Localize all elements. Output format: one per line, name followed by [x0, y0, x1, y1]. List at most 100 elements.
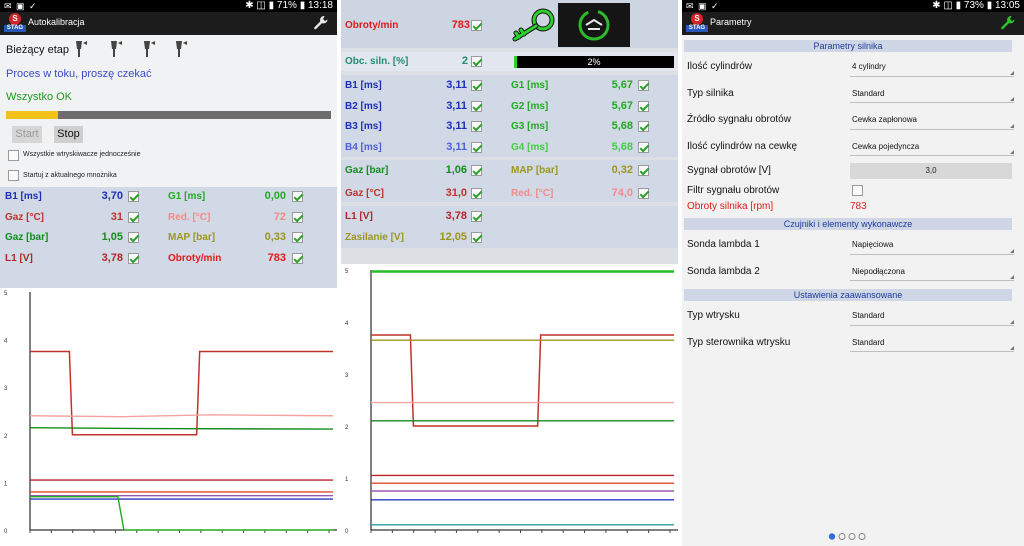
- param-label: Typ wtrysku: [687, 310, 740, 322]
- param-checkbox[interactable]: [471, 188, 482, 199]
- series-line: [29, 426, 334, 430]
- param-checkbox[interactable]: [471, 165, 482, 176]
- param-label: MAP [bar]: [168, 232, 216, 243]
- param-checkbox[interactable]: [638, 100, 649, 112]
- param-label: Ilość cylindrów: [687, 61, 753, 73]
- injection-grid: B1 [ms] 3,11 G1 [ms] 5,67 B2 [ms] 3,11 G2 [ms]…: [341, 75, 678, 157]
- key-icon[interactable]: [509, 8, 555, 42]
- param-label: Filtr sygnału obrotów: [687, 185, 780, 196]
- progress-fill: [6, 111, 58, 119]
- param-field[interactable]: 3,0: [850, 163, 1012, 179]
- param-label: Sonda lambda 2: [687, 265, 760, 277]
- param-checkbox[interactable]: [471, 211, 482, 222]
- param-select-value[interactable]: Napięciowa: [852, 240, 894, 250]
- param-checkbox[interactable]: [471, 100, 482, 112]
- select-underline: [850, 75, 1014, 77]
- wrench-icon[interactable]: [313, 15, 329, 31]
- param-label: Gaz [bar]: [345, 165, 389, 176]
- param-value: 3,70: [101, 190, 123, 202]
- all-injectors-label: Wszystkie wtryskiwacze jednocześnie: [23, 151, 141, 158]
- param-label: Red. [°C]: [511, 188, 554, 199]
- engine-load-value: 2: [461, 55, 468, 67]
- param-select-value[interactable]: 4 cylindry: [852, 62, 886, 72]
- wrench-icon[interactable]: [1000, 15, 1016, 31]
- param-value: 5,67: [611, 79, 633, 91]
- param-label: Typ silnika: [687, 87, 734, 99]
- filter-checkbox[interactable]: [852, 185, 863, 196]
- engine-load-checkbox[interactable]: [471, 56, 482, 67]
- engine-load-bar: 2%: [514, 56, 674, 68]
- param-checkbox[interactable]: [128, 191, 139, 202]
- y-tick-label: 4: [4, 339, 8, 345]
- select-underline: [850, 280, 1014, 281]
- y-tick-label: 3: [4, 386, 8, 392]
- rpm-checkbox[interactable]: [471, 20, 482, 31]
- param-checkbox[interactable]: [638, 188, 649, 199]
- param-checkbox[interactable]: [128, 211, 139, 223]
- autocalibration-panel: ✉ ▣ ✓ ✱ ◫ ▮ 71% ▮ 13:18 S STAG Autokalibr…: [0, 0, 337, 546]
- param-select-value[interactable]: Niepodłączona: [852, 266, 905, 276]
- dropdown-icon: [1010, 97, 1014, 101]
- engine-load-label: Obc. siln. [%]: [345, 56, 409, 67]
- stag-logo[interactable]: S STAG: [686, 13, 708, 33]
- param-value: 0,32: [611, 164, 633, 176]
- all-injectors-checkbox[interactable]: [8, 150, 19, 161]
- status-right: ✱ ◫ ▮ 73% ▮ 13:05: [932, 0, 1020, 11]
- param-label: Gaz [°C]: [345, 188, 384, 199]
- rpm-value: 783: [850, 201, 867, 212]
- param-checkbox[interactable]: [638, 121, 649, 132]
- param-value: 0,00: [264, 190, 286, 202]
- stop-button[interactable]: Stop: [54, 126, 83, 143]
- y-tick-label: 3: [345, 373, 349, 379]
- start-multiplier-label: Startuj z aktualnego mnożnika: [23, 172, 117, 179]
- y-tick-label: 2: [345, 425, 349, 431]
- page-indicator[interactable]: [828, 532, 870, 541]
- param-label: Red. [°C]: [168, 211, 211, 223]
- param-label: B1 [ms]: [5, 191, 42, 202]
- param-label: L1 [V]: [345, 211, 373, 222]
- param-checkbox[interactable]: [128, 232, 139, 243]
- param-label: Gaz [°C]: [5, 211, 44, 223]
- param-checkbox[interactable]: [471, 121, 482, 132]
- param-label: Obroty/min: [168, 252, 222, 264]
- stage-label: Bieżący etap: [6, 44, 69, 56]
- param-label: Źródło sygnału obrotów: [687, 114, 791, 126]
- param-checkbox[interactable]: [471, 232, 482, 243]
- param-checkbox[interactable]: [471, 141, 482, 153]
- param-label: Sonda lambda 1: [687, 239, 760, 251]
- param-checkbox[interactable]: [471, 80, 482, 91]
- param-checkbox[interactable]: [292, 252, 303, 264]
- select-underline: [850, 351, 1014, 352]
- param-value: 74,0: [611, 187, 633, 199]
- process-text: Proces w toku, proszę czekać: [6, 68, 152, 80]
- param-label: Ilość cylindrów na cewkę: [687, 140, 798, 152]
- param-label: B1 [ms]: [345, 80, 382, 91]
- param-checkbox[interactable]: [638, 165, 649, 176]
- injector-icons: [72, 39, 192, 64]
- voltage-grid: L1 [V] 3,78 Zasilanie [V] 12,05: [341, 206, 678, 248]
- series-line: [29, 414, 334, 418]
- live-data-panel: Obroty/min 783 Obc. siln. [%] 2 2% B1 [m…: [341, 0, 678, 546]
- y-tick-label: 4: [345, 321, 349, 327]
- gas-mode-indicator[interactable]: [558, 3, 630, 47]
- param-checkbox[interactable]: [638, 141, 649, 153]
- param-checkbox[interactable]: [638, 80, 649, 91]
- param-checkbox[interactable]: [292, 191, 303, 202]
- param-checkbox[interactable]: [292, 211, 303, 223]
- y-tick-label: 1: [345, 477, 349, 483]
- param-checkbox[interactable]: [292, 232, 303, 243]
- status-right: ✱ ◫ ▮ 71% ▮ 13:18: [245, 0, 333, 11]
- param-checkbox[interactable]: [128, 252, 139, 264]
- start-button[interactable]: Start: [12, 126, 42, 143]
- param-select-value[interactable]: Standard: [852, 337, 885, 347]
- gas-mode-icon: [578, 9, 610, 41]
- stag-logo[interactable]: S STAG: [4, 13, 26, 33]
- dropdown-icon: [1010, 150, 1014, 154]
- series-line: [30, 495, 333, 531]
- param-select-value[interactable]: Cewka pojedyncza: [852, 141, 920, 151]
- param-select-value[interactable]: Cewka zapłonowa: [852, 115, 917, 125]
- param-value: 72: [273, 210, 286, 223]
- param-select-value[interactable]: Standard: [852, 88, 885, 98]
- param-select-value[interactable]: Standard: [852, 311, 885, 321]
- start-multiplier-checkbox[interactable]: [8, 170, 19, 181]
